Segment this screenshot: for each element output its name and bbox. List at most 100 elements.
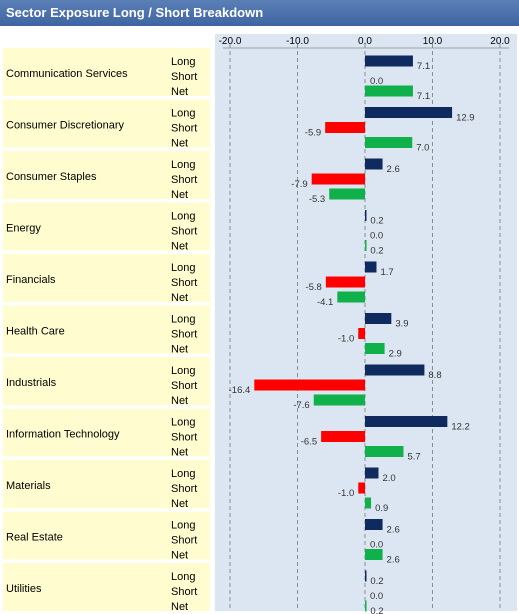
data-label: 1.7 xyxy=(380,267,393,278)
bar-long xyxy=(365,158,383,170)
sector-cell xyxy=(3,563,210,611)
data-label: 0.2 xyxy=(370,576,383,587)
data-label: 0.0 xyxy=(370,76,383,87)
sector-label: Consumer Discretionary xyxy=(6,120,124,132)
sector-cell xyxy=(3,408,210,457)
sector-label: Energy xyxy=(6,223,41,235)
data-label: -1.0 xyxy=(338,488,354,499)
data-label: 2.6 xyxy=(387,555,400,566)
row-label: Long xyxy=(171,56,195,68)
sector-cell xyxy=(3,151,210,199)
row-label: Net xyxy=(171,601,188,613)
data-label: -7.9 xyxy=(291,179,307,190)
bar-long xyxy=(365,364,425,376)
row-label: Short xyxy=(171,586,197,598)
sector-cell xyxy=(3,48,210,96)
sector-cell xyxy=(3,305,210,354)
data-label: 7.1 xyxy=(417,61,430,72)
bar-net xyxy=(365,600,367,612)
row-label: Short xyxy=(171,380,197,392)
bar-short xyxy=(321,431,365,442)
data-label: -4.1 xyxy=(317,297,333,308)
sector-label: Health Care xyxy=(6,326,65,338)
data-label: 0.2 xyxy=(370,606,383,614)
sector-cell xyxy=(3,254,210,302)
data-label: 0.2 xyxy=(370,216,383,227)
sector-cell xyxy=(3,357,210,405)
row-label: Long xyxy=(171,262,195,274)
bar-net xyxy=(365,343,385,354)
bar-long xyxy=(365,107,453,118)
sector-label: Industrials xyxy=(6,377,57,389)
row-label: Short xyxy=(171,432,197,444)
row-label: Long xyxy=(171,159,195,171)
data-label: 0.0 xyxy=(370,591,383,602)
sector-cell xyxy=(3,202,210,251)
bar-long xyxy=(365,313,392,324)
data-label: -6.5 xyxy=(301,437,317,448)
data-label: 2.6 xyxy=(387,525,400,536)
data-label: 8.8 xyxy=(428,370,441,381)
row-label: Net xyxy=(171,86,188,98)
data-label: -1.0 xyxy=(338,334,354,345)
x-tick-label: -10.0 xyxy=(286,36,309,47)
data-label: -5.9 xyxy=(305,128,321,139)
row-label: Short xyxy=(171,123,197,135)
data-label: 7.0 xyxy=(416,143,429,154)
bar-long xyxy=(365,55,413,67)
bar-short xyxy=(358,482,365,494)
row-label: Long xyxy=(171,108,195,120)
sector-cell xyxy=(3,511,210,560)
bar-long xyxy=(365,467,379,479)
row-label: Short xyxy=(171,535,197,547)
sector-cell xyxy=(3,99,210,148)
bar-net xyxy=(365,85,413,97)
bar-net xyxy=(313,394,365,406)
bar-long xyxy=(365,416,448,427)
row-label: Short xyxy=(171,329,197,341)
row-label: Net xyxy=(171,138,188,150)
sector-label: Financials xyxy=(6,274,56,286)
bar-long xyxy=(365,570,367,582)
row-label: Net xyxy=(171,292,188,304)
row-label: Net xyxy=(171,241,188,253)
sector-label: Materials xyxy=(6,480,51,492)
data-label: -5.3 xyxy=(309,194,325,205)
row-label: Long xyxy=(171,520,195,532)
bar-long xyxy=(365,261,377,273)
data-label: -16.4 xyxy=(229,385,251,396)
row-label: Long xyxy=(171,468,195,480)
x-axis-ticks: -20.0 -10.0 0.0 10.0 20.0 xyxy=(219,36,511,47)
x-tick-label: 10.0 xyxy=(423,36,443,47)
bars xyxy=(254,55,453,612)
data-label: 12.2 xyxy=(451,422,470,433)
row-label: Long xyxy=(171,417,195,429)
row-label: Short xyxy=(171,483,197,495)
sector-cell xyxy=(3,460,210,508)
row-label: Net xyxy=(171,550,188,562)
row-label: Long xyxy=(171,571,195,583)
data-label: 0.2 xyxy=(370,246,383,257)
x-tick-label: 20.0 xyxy=(490,36,510,47)
sector-label: Information Technology xyxy=(6,429,120,441)
row-label: Net xyxy=(171,189,188,201)
data-label: -7.6 xyxy=(293,400,309,411)
bar-short xyxy=(358,328,365,339)
bar-net xyxy=(337,291,365,303)
bar-net xyxy=(365,497,372,509)
row-label: Short xyxy=(171,226,197,238)
row-label: Net xyxy=(171,395,188,407)
row-label: Net xyxy=(171,447,188,459)
x-tick-label: 0.0 xyxy=(358,36,372,47)
data-label: 7.1 xyxy=(417,91,430,102)
row-label: Short xyxy=(171,277,197,289)
data-label: 2.9 xyxy=(389,349,402,360)
data-label: 0.0 xyxy=(370,231,383,242)
category-labels: Communication Services Long Short Net Consum… xyxy=(6,56,197,613)
data-label: 3.9 xyxy=(395,319,408,330)
bar-net xyxy=(365,446,404,457)
data-labels: 7.1 0.0 7.1 12.9 -5.9 7.0 2.6 -7.9-5.3 0.2 0.0 0.2… xyxy=(229,61,475,614)
data-label: 12.9 xyxy=(456,113,475,124)
bar-net xyxy=(329,188,365,200)
